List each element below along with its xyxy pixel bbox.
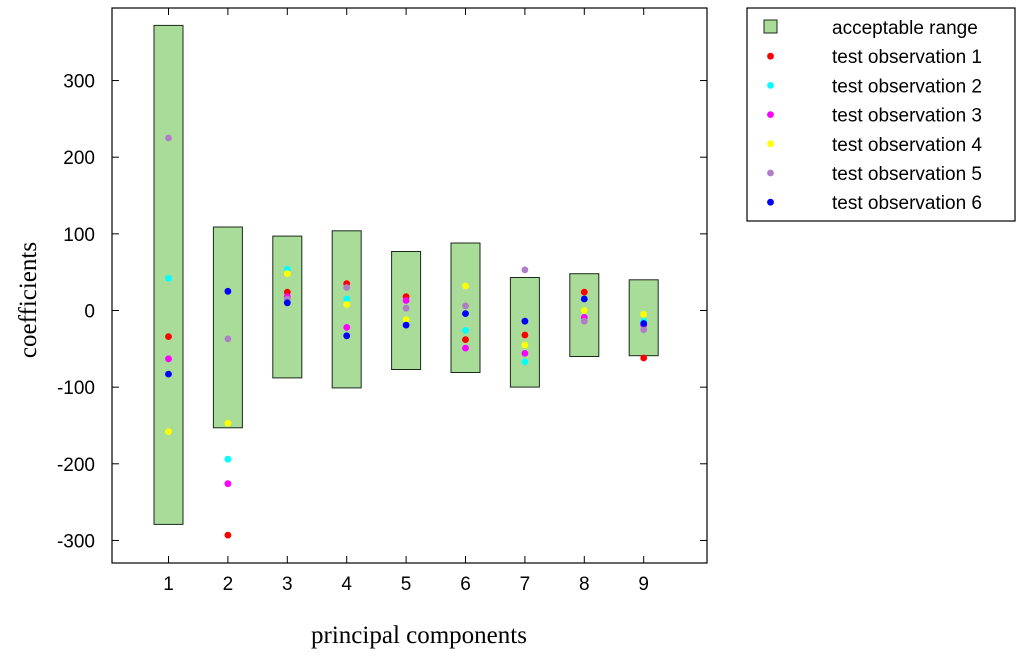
y-axis-ticks: -300 -200 -100 0 100 200 300 — [57, 72, 707, 552]
legend-marker — [767, 198, 774, 206]
acceptable-range-bar — [212, 226, 243, 429]
legend-marker — [767, 52, 774, 60]
x-axis-title: principal components — [311, 622, 527, 649]
observation-point — [462, 327, 469, 334]
observation-point — [580, 288, 588, 296]
legend-label: test observation 4 — [832, 135, 982, 156]
observation-point — [343, 301, 351, 308]
observation-point — [580, 317, 588, 325]
observation-point — [224, 335, 232, 343]
observation-point — [462, 282, 469, 290]
observation-point — [224, 287, 232, 295]
legend-marker — [767, 140, 774, 148]
observation-point — [521, 331, 529, 339]
legend-frame — [746, 7, 1016, 222]
observation-point — [521, 350, 529, 357]
legend-marker — [767, 169, 774, 177]
x-tick-label: 1 — [163, 574, 174, 595]
y-axis-title: coefficients — [15, 242, 42, 358]
observation-point — [521, 266, 529, 274]
observation-point — [462, 336, 469, 343]
observation-point — [224, 480, 232, 488]
y-tick-label: -300 — [57, 531, 95, 552]
observation-point — [165, 333, 172, 340]
observation-point — [521, 341, 529, 349]
plot-area-group: 1 2 3 4 5 6 7 8 9 -300 -200 -100 0 100 200 300 — [57, 7, 708, 595]
observation-point — [283, 270, 291, 278]
x-tick-label: 5 — [401, 574, 412, 595]
legend-marker — [767, 82, 774, 89]
y-tick-label: -100 — [57, 378, 95, 399]
observation-point — [165, 355, 172, 363]
observation-point — [580, 295, 588, 303]
observation-point — [165, 370, 172, 378]
legend-label: test observation 2 — [832, 76, 982, 97]
acceptable-range-bar — [628, 279, 659, 357]
y-tick-label: 300 — [63, 72, 95, 93]
legend-label: acceptable range — [832, 18, 978, 39]
legend-label: test observation 5 — [832, 164, 982, 185]
observation-point — [343, 284, 351, 291]
observation-point — [462, 310, 469, 317]
observation-point — [402, 321, 410, 329]
y-tick-label: 0 — [84, 302, 95, 323]
plot-frame — [111, 7, 708, 564]
observation-point — [580, 307, 588, 314]
observation-point — [640, 310, 648, 318]
observation-point — [402, 304, 410, 312]
observation-point — [640, 326, 648, 334]
observation-point — [165, 274, 172, 282]
x-tick-label: 3 — [282, 574, 293, 595]
y-tick-label: 200 — [63, 148, 95, 169]
x-tick-label: 4 — [341, 574, 352, 595]
observation-point — [521, 358, 529, 366]
x-tick-label: 8 — [579, 574, 590, 595]
observation-point — [343, 332, 351, 340]
observation-point — [640, 320, 648, 327]
observation-point — [462, 344, 469, 352]
observation-point — [462, 302, 469, 310]
legend-label: test observation 1 — [832, 47, 982, 68]
x-tick-label: 2 — [223, 574, 234, 595]
x-tick-label: 6 — [460, 574, 471, 595]
legend-range-swatch — [763, 19, 778, 34]
y-tick-label: 100 — [63, 225, 95, 246]
acceptable-range-bar — [272, 235, 303, 379]
x-tick-label: 7 — [520, 574, 531, 595]
observation-point — [224, 531, 232, 539]
observation-point — [224, 455, 232, 463]
observation-points — [165, 134, 648, 539]
observation-point — [343, 324, 351, 331]
acceptable-range-bars — [153, 24, 659, 525]
legend-items: acceptable range test observation 1 test o… — [763, 18, 982, 214]
acceptable-range-bar — [331, 230, 362, 389]
observation-point — [224, 419, 232, 427]
legend-label: test observation 3 — [832, 106, 982, 127]
acceptable-range-bar — [153, 24, 184, 525]
legend-marker — [767, 111, 774, 118]
observation-point — [402, 316, 410, 324]
observation-point — [165, 428, 172, 435]
y-tick-label: -200 — [57, 455, 95, 476]
legend: acceptable range test observation 1 test o… — [746, 7, 1016, 222]
observation-point — [402, 297, 410, 304]
legend-label: test observation 6 — [832, 193, 982, 214]
x-axis-ticks: 1 2 3 4 5 6 7 8 9 — [163, 8, 649, 595]
observation-point — [640, 354, 648, 362]
observation-point — [165, 134, 172, 142]
observation-point — [343, 295, 351, 303]
x-tick-label: 9 — [638, 574, 649, 595]
observation-point — [283, 299, 291, 307]
observation-point — [521, 317, 529, 325]
